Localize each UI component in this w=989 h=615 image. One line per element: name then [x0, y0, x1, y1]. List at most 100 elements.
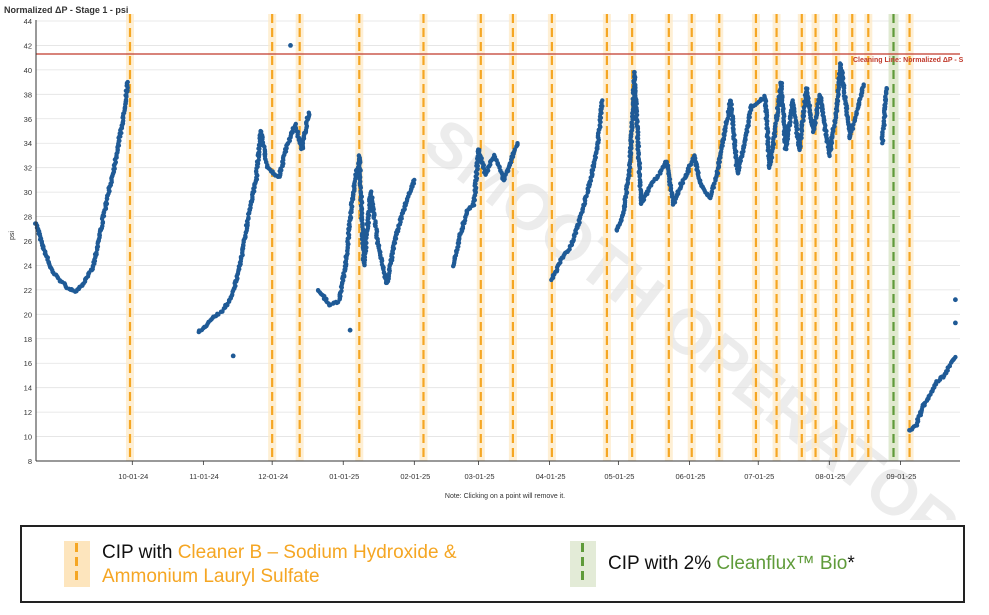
- cip-cleaner-b-band: [864, 14, 873, 461]
- data-point[interactable]: [738, 158, 743, 163]
- x-tick-label: 11-01-24: [189, 472, 218, 481]
- y-tick-label: 22: [24, 286, 32, 295]
- cip-cleaner-b-band: [715, 14, 724, 461]
- data-point[interactable]: [288, 43, 293, 48]
- y-tick-label: 36: [24, 115, 32, 124]
- cip-cleaner-b-band: [295, 14, 304, 461]
- data-point[interactable]: [460, 224, 466, 229]
- data-point[interactable]: [709, 189, 715, 194]
- data-points[interactable]: [33, 43, 958, 433]
- cip-cleaner-b-band: [547, 14, 556, 461]
- data-point[interactable]: [347, 222, 352, 227]
- y-tick-label: 40: [24, 66, 32, 75]
- data-point[interactable]: [880, 129, 885, 135]
- data-point[interactable]: [290, 129, 295, 134]
- y-tick-label: 10: [24, 433, 32, 442]
- data-point[interactable]: [101, 213, 107, 219]
- data-point[interactable]: [779, 81, 785, 86]
- x-tick-label: 06-01-25: [675, 472, 705, 481]
- y-tick-label: 16: [24, 359, 32, 368]
- data-point[interactable]: [95, 244, 101, 249]
- y-tick-label: 32: [24, 164, 32, 173]
- y-tick-label: 38: [24, 90, 32, 99]
- data-point[interactable]: [746, 118, 751, 124]
- data-point[interactable]: [515, 141, 520, 146]
- y-tick-label: 24: [24, 261, 32, 270]
- data-point[interactable]: [815, 105, 820, 110]
- x-tick-label: 12-01-24: [258, 472, 288, 481]
- data-point[interactable]: [371, 215, 376, 220]
- data-point[interactable]: [471, 203, 477, 208]
- legend-highlight-cleanflux: Cleanflux™ Bio: [716, 553, 848, 574]
- data-point[interactable]: [794, 127, 799, 132]
- data-point[interactable]: [230, 353, 236, 359]
- data-point[interactable]: [347, 327, 353, 333]
- threshold-group: Cleaning Line: Normalized ΔP - S: [36, 53, 964, 64]
- y-tick-label: 14: [24, 384, 32, 393]
- grid-lines: 8 10 12 14 16 18 20 22 24 26 28 30 32 34 36 38 40 42 44: [24, 17, 960, 466]
- data-point[interactable]: [773, 121, 778, 126]
- data-point[interactable]: [412, 177, 417, 183]
- cip-cleaner-b-band: [508, 14, 517, 461]
- data-point[interactable]: [348, 214, 353, 219]
- data-point[interactable]: [123, 93, 128, 98]
- data-point[interactable]: [373, 223, 378, 229]
- data-point[interactable]: [801, 118, 806, 123]
- data-point[interactable]: [358, 185, 363, 190]
- data-point[interactable]: [637, 174, 642, 179]
- data-point[interactable]: [802, 108, 807, 114]
- y-tick-label: 20: [24, 310, 32, 319]
- data-point[interactable]: [600, 98, 605, 103]
- data-point[interactable]: [637, 183, 642, 189]
- data-point[interactable]: [257, 149, 262, 155]
- legend-suffix-cleanflux: *: [847, 553, 855, 574]
- x-tick-label: 03-01-25: [465, 472, 495, 481]
- data-point[interactable]: [841, 90, 847, 95]
- data-point[interactable]: [641, 197, 647, 202]
- data-point[interactable]: [116, 138, 122, 144]
- axes: 10-01-24 11-01-24 12-01-24 01-01-25 02-01-25…: [35, 20, 960, 481]
- data-point[interactable]: [764, 121, 770, 127]
- cip-cleanflux-band: [888, 14, 899, 461]
- x-tick-label: 04-01-25: [536, 472, 566, 481]
- cip-cleaner-b-band: [687, 14, 696, 461]
- y-tick-label: 8: [28, 457, 32, 466]
- data-point[interactable]: [104, 200, 109, 205]
- data-point[interactable]: [824, 128, 829, 134]
- data-point[interactable]: [802, 99, 807, 104]
- data-point[interactable]: [485, 168, 491, 173]
- data-point[interactable]: [861, 82, 866, 87]
- data-point[interactable]: [788, 119, 793, 125]
- data-point[interactable]: [339, 288, 344, 294]
- cip-cleaner-b-band: [772, 14, 781, 461]
- data-point[interactable]: [881, 118, 887, 124]
- data-point[interactable]: [112, 166, 117, 171]
- data-point[interactable]: [363, 239, 368, 244]
- cip-cleaner-b-band: [905, 14, 914, 461]
- data-point[interactable]: [884, 86, 889, 91]
- cip-cleaner-b-band: [268, 14, 277, 461]
- data-point[interactable]: [635, 136, 641, 141]
- data-point[interactable]: [125, 79, 130, 85]
- cip-cleaner-b-band: [797, 14, 806, 461]
- legend-text-cleaner-b: CIP with Cleaner B – Sodium Hydroxide & …: [102, 541, 502, 589]
- legend-item-cleaner-b: CIP with Cleaner B – Sodium Hydroxide & …: [64, 541, 502, 589]
- data-point[interactable]: [711, 181, 717, 186]
- data-point[interactable]: [953, 354, 958, 360]
- data-point[interactable]: [584, 193, 589, 199]
- cip-cleaner-b-band: [848, 14, 857, 461]
- data-point[interactable]: [799, 132, 804, 137]
- y-tick-label: 34: [24, 139, 32, 148]
- data-point[interactable]: [456, 244, 461, 249]
- data-point[interactable]: [306, 110, 311, 115]
- data-point[interactable]: [714, 169, 719, 174]
- data-point[interactable]: [260, 136, 265, 142]
- data-point[interactable]: [953, 297, 958, 303]
- legend-highlight-cleaner-b: Cleaner B – Sodium Hydroxide & Ammonium …: [102, 542, 457, 587]
- x-tick-label: 10-01-24: [118, 472, 148, 481]
- y-tick-label: 18: [24, 335, 32, 344]
- data-point[interactable]: [246, 215, 251, 220]
- data-point[interactable]: [597, 123, 602, 128]
- data-point[interactable]: [953, 320, 958, 326]
- data-point[interactable]: [632, 69, 637, 75]
